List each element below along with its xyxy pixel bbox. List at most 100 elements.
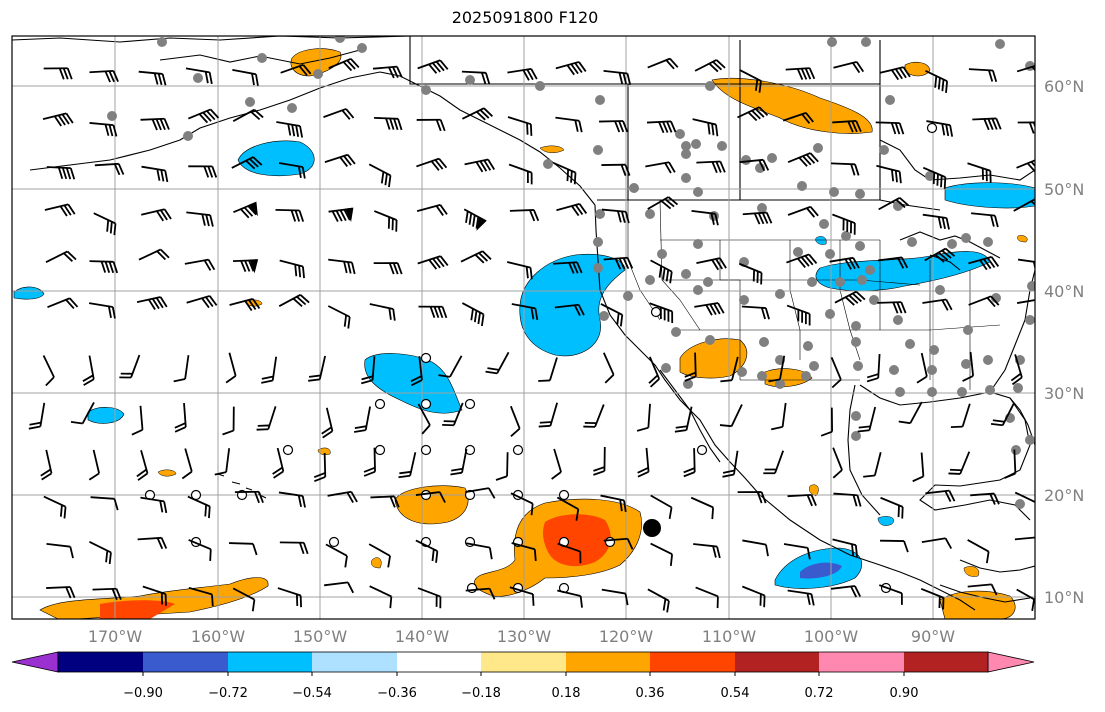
wind-barb (509, 209, 540, 222)
wind-barb (416, 203, 448, 216)
lon-label: 110°W (702, 627, 757, 646)
wind-barb (832, 213, 856, 235)
wind-barb (510, 492, 534, 516)
wind-barb (720, 356, 739, 383)
wind-barb (1016, 157, 1035, 173)
wind-barb (418, 305, 448, 319)
wind-barb (538, 402, 559, 428)
wind-barb (461, 107, 493, 121)
wind-barb (742, 211, 773, 225)
wind-barb (370, 495, 400, 508)
wind-barb (42, 112, 74, 127)
wind-barb (460, 250, 492, 264)
positive-anomaly-southwest (679, 338, 748, 379)
wind-barb (232, 587, 256, 612)
wind-barb (465, 487, 496, 499)
wind-barb (231, 156, 263, 170)
wind-barb (90, 496, 119, 511)
wind-barb (554, 303, 585, 317)
wind-barb (438, 355, 463, 378)
wind-barb (186, 295, 218, 309)
wind-barb (967, 583, 998, 596)
wind-barb (1013, 198, 1035, 212)
wind-barb (922, 166, 947, 189)
wind-barb (93, 212, 117, 236)
wind-barb (600, 494, 627, 513)
wind-barb (696, 160, 726, 174)
wind-barb (742, 539, 769, 557)
colorbar-tick-label: −0.18 (461, 686, 501, 701)
wind-barb (636, 403, 651, 432)
wind-barb (324, 153, 356, 167)
colorbar-tick-label: −0.36 (377, 686, 417, 701)
wind-barb (968, 295, 1000, 308)
wind-barb (495, 452, 509, 481)
wind-barb (416, 118, 446, 132)
wind-barb (674, 406, 693, 433)
wind-barb (136, 450, 149, 481)
wind-barb (511, 542, 537, 561)
lat-label: 50°N (1044, 180, 1084, 199)
wind-barb (739, 158, 770, 172)
wind-barb (42, 355, 55, 387)
wind-barb (461, 70, 491, 85)
wind-barb (131, 405, 144, 436)
wind-barb (739, 69, 762, 93)
wind-barb (275, 208, 305, 222)
wind-barb (695, 586, 719, 609)
wind-barb (950, 403, 971, 429)
wind-barb (832, 447, 843, 479)
wind-barb (187, 495, 211, 519)
wind-barb (968, 256, 1000, 271)
wind-barb (280, 63, 312, 76)
lat-label: 40°N (1044, 282, 1084, 301)
wind-barb (46, 166, 76, 180)
wind-barb (787, 493, 817, 507)
wind-barb (229, 542, 258, 556)
wind-barb (1017, 258, 1035, 274)
wind-barb (831, 585, 862, 598)
wind-barb (693, 543, 721, 559)
wind-barb (416, 157, 448, 171)
wind-barb (141, 208, 172, 222)
lon-label: 100°W (804, 627, 859, 646)
wind-barb (553, 162, 577, 185)
wind-barb (786, 304, 811, 326)
wind-barb (593, 447, 606, 476)
wind-barb (555, 116, 583, 133)
wind-barb (948, 451, 971, 475)
wind-barb (741, 585, 766, 608)
colorbar: −0.90 −0.72 −0.54 −0.36 −0.18 0.18 0.36 … (11, 651, 1035, 701)
wind-barb (485, 351, 510, 375)
wind-barb (88, 302, 116, 319)
lat-labels: 60°N 50°N 40°N 30°N 20°N 10°N (1044, 77, 1084, 607)
wind-barb (649, 302, 674, 324)
colorbar-extend-high (987, 651, 1035, 673)
wind-barb (415, 539, 439, 563)
positive-anomaly-south-pacific (39, 577, 269, 619)
wind-barb (138, 248, 170, 261)
wind-barb (1016, 588, 1035, 613)
wind-barb (878, 256, 909, 269)
wind-barb (278, 162, 306, 179)
wind-barb (782, 112, 814, 124)
wind-barb (719, 404, 743, 428)
wind-barb (684, 352, 697, 382)
wind-barb (185, 67, 213, 85)
wind-barb (507, 116, 533, 136)
wind-barb (830, 357, 842, 389)
wind-barb (1014, 491, 1035, 515)
wind-barb (737, 106, 769, 122)
wind-barb (417, 587, 442, 609)
wind-barb (829, 256, 860, 270)
wind-barb (925, 489, 956, 502)
wind-barb (88, 449, 100, 481)
wind-barb (372, 65, 403, 79)
wind-barb (461, 302, 485, 327)
wind-barb (361, 356, 376, 385)
wind-barb (916, 352, 928, 384)
wind-barb (222, 406, 235, 436)
gridlines (12, 36, 1035, 619)
wind-barb (229, 297, 261, 312)
